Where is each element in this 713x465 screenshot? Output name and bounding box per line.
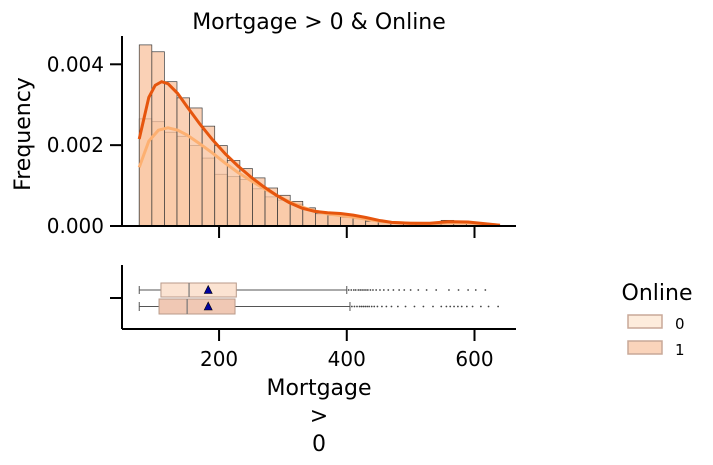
outlier-point [366, 305, 369, 308]
outlier-point [373, 305, 376, 308]
outlier-point [445, 305, 448, 308]
outlier-point [467, 289, 470, 291]
outlier-point [369, 289, 372, 291]
outlier-point [385, 305, 388, 308]
box-iqr [160, 282, 237, 298]
outlier-point [425, 289, 428, 291]
outlier-point [368, 305, 371, 308]
outlier-point [350, 305, 353, 308]
x-tick-label: 600 [455, 347, 493, 371]
legend-label-online-0: 0 [675, 315, 685, 333]
outlier-point [479, 305, 482, 308]
outlier-point [375, 289, 378, 291]
outlier-point [361, 289, 364, 291]
outlier-point [413, 305, 416, 308]
outlier-point [350, 289, 353, 291]
outlier-point [390, 305, 393, 308]
outlier-point [398, 289, 401, 291]
legend-swatch-online-0 [627, 314, 663, 329]
outlier-point [457, 289, 460, 291]
outlier-point [362, 305, 365, 308]
histogram-bars-online-1 [138, 44, 492, 227]
outlier-point [484, 289, 487, 291]
outlier-point [474, 289, 477, 291]
outlier-point [364, 305, 367, 308]
kde-line-online-1 [137, 80, 501, 227]
x-axis-label-line-3: 0 [312, 432, 326, 457]
outlier-point [370, 305, 373, 308]
histogram-bar [151, 51, 165, 227]
outlier-point [417, 289, 420, 291]
box-iqr [158, 298, 236, 315]
outlier-point [372, 289, 374, 291]
outlier-point [382, 289, 385, 291]
outlier-point [456, 305, 459, 308]
histogram-x-ticks [218, 226, 476, 238]
legend-label-online-1: 1 [675, 341, 685, 359]
outlier-point [363, 289, 365, 291]
outlier-point [356, 305, 358, 308]
outlier-point [409, 289, 412, 291]
boxplot-online-0 [138, 282, 487, 298]
outlier-point [471, 305, 474, 308]
outlier-point [358, 305, 361, 308]
histogram-panel: 0.000 0.002 0.004 Mortgage > 0 & Online Fr… [11, 10, 516, 238]
outlier-point [435, 289, 438, 291]
y-tick-label: 0.002 [47, 133, 104, 157]
outlier-point [376, 305, 379, 308]
outlier-point [353, 305, 356, 308]
outlier-point [357, 289, 360, 291]
outlier-point [354, 289, 357, 291]
histogram-bar [176, 97, 190, 227]
outlier-point [359, 289, 362, 291]
box-mean-marker [203, 284, 213, 294]
outlier-point [365, 289, 367, 291]
histogram-y-ticks: 0.000 0.002 0.004 [47, 52, 122, 238]
outlier-point [392, 289, 395, 291]
legend-title: Online [622, 281, 693, 306]
x-axis-label-line-1: Mortgage [266, 376, 371, 401]
outlier-point [380, 305, 383, 308]
y-tick-label: 0.000 [47, 214, 104, 238]
outlier-point [432, 305, 434, 308]
outlier-point [366, 289, 369, 291]
outlier-point [440, 305, 443, 308]
boxplot-x-ticks: 200 400 600 [200, 329, 494, 371]
x-tick-label: 200 [200, 347, 238, 371]
x-tick-label: 400 [328, 347, 366, 371]
chart-title: Mortgage > 0 & Online [192, 10, 446, 35]
outlier-point [453, 305, 455, 308]
legend: Online 0 1 [622, 281, 693, 359]
outlier-point [347, 289, 350, 291]
outlier-point [396, 305, 399, 308]
boxplot-panel: 200 400 600 Mortgage > 0 [110, 265, 516, 457]
box-mean-marker [203, 301, 213, 311]
histogram-bar [164, 81, 178, 227]
boxplot-online-1 [138, 298, 500, 315]
outlier-point [352, 289, 355, 291]
x-axis-label-line-2: > [310, 404, 328, 429]
legend-swatch-online-1 [627, 340, 663, 355]
outlier-point [387, 289, 390, 291]
outlier-point [360, 305, 363, 308]
outlier-point [465, 305, 468, 308]
y-tick-label: 0.004 [47, 52, 104, 76]
outlier-point [449, 305, 452, 308]
outlier-point [497, 305, 500, 308]
outlier-point [422, 305, 425, 308]
outlier-point [379, 289, 381, 291]
y-axis-label: Frequency [11, 77, 36, 191]
outlier-point [404, 305, 407, 308]
outlier-point [403, 289, 406, 291]
outlier-point [487, 305, 490, 308]
outlier-point [448, 289, 450, 291]
outlier-point [460, 305, 463, 308]
